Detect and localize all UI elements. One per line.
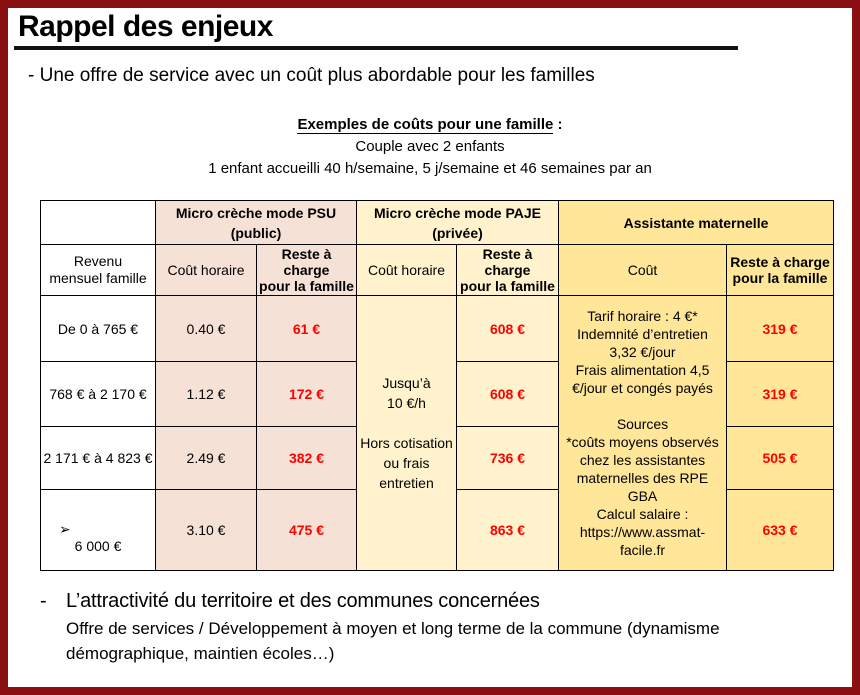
example-heading-colon: : [553,116,562,133]
table-row-subheader: Revenu mensuel famille Coût horaire Rest… [41,245,834,296]
cell-psu-reste: 61 € [257,296,357,362]
bullet-attractivite-body: L’attractivité du territoire et des comm… [66,590,826,666]
cell-am-cout-merged: Tarif horaire : 4 €* Indemnité d’entreti… [559,296,727,571]
cell-paje-reste: 608 € [457,362,559,427]
subheader-psu-cout-horaire: Coût horaire [156,245,257,296]
cell-revenu: 2 171 € à 4 823 € [41,427,156,490]
bullet-affordable-cost: - Une offre de service avec un coût plus… [28,65,595,87]
cell-paje-cout-merged: Jusqu’à 10 €/h Hors cotisation ou frais … [357,296,457,571]
cell-paje-reste: 608 € [457,296,559,362]
example-heading-underlined: Exemples de coûts pour une famille [297,116,553,134]
subheader-paje-reste: Reste à charge pour la famille [457,245,559,296]
cell-psu-cout: 2.49 € [156,427,257,490]
bullet-attractivite-title: L’attractivité du territoire et des comm… [66,590,826,613]
table-row-group-header: Micro crèche mode PSU (public) Micro crè… [41,201,834,245]
cell-psu-reste: 475 € [257,490,357,571]
cell-revenu: De 0 à 765 € [41,296,156,362]
cell-am-reste: 319 € [727,362,834,427]
cell-psu-reste: 382 € [257,427,357,490]
cell-revenu: 768 € à 2 170 € [41,362,156,427]
page-title: Rappel des enjeux [18,10,273,44]
title-underline [14,46,738,50]
cell-paje-reste: 736 € [457,427,559,490]
subheader-revenu: Revenu mensuel famille [41,245,156,296]
group-header-paje: Micro crèche mode PAJE (privée) [357,201,559,245]
subheader-am-reste: Reste à charge pour la famille [727,245,834,296]
example-heading: Exemples de coûts pour une famille : [8,114,852,136]
example-line-couple: Couple avec 2 enfants [8,136,852,158]
subheader-paje-cout-horaire: Coût horaire [357,245,457,296]
cell-revenu-value: 6 000 € [75,538,122,554]
cell-am-reste: 319 € [727,296,834,362]
bullet-attractivite-detail: Offre de services / Développement à moye… [66,616,826,666]
bullet-attractivite: - L’attractivité du territoire et des co… [40,590,826,666]
subheader-am-cout: Coût [559,245,727,296]
corner-cell [41,201,156,245]
cell-revenu: ➢ 6 000 € [41,490,156,571]
cell-psu-cout: 1.12 € [156,362,257,427]
example-block: Exemples de coûts pour une famille : Cou… [8,114,852,180]
cell-psu-reste: 172 € [257,362,357,427]
bullet-dash: - [40,590,66,666]
slide: Rappel des enjeux - Une offre de service… [0,0,860,695]
cell-psu-cout: 3.10 € [156,490,257,571]
group-header-psu: Micro crèche mode PSU (public) [156,201,357,245]
table-row: De 0 à 765 € 0.40 € 61 € Jusqu’à 10 €/h … [41,296,834,362]
cell-paje-reste: 863 € [457,490,559,571]
group-header-assistante-maternelle: Assistante maternelle [559,201,834,245]
arrowhead-bullet-icon: ➢ [59,521,71,538]
cell-am-reste: 633 € [727,490,834,571]
cost-comparison-table: Micro crèche mode PSU (public) Micro crè… [40,200,834,571]
subheader-psu-reste: Reste à charge pour la famille [257,245,357,296]
cell-psu-cout: 0.40 € [156,296,257,362]
cell-am-reste: 505 € [727,427,834,490]
example-line-enfant: 1 enfant accueilli 40 h/semaine, 5 j/sem… [8,158,852,180]
